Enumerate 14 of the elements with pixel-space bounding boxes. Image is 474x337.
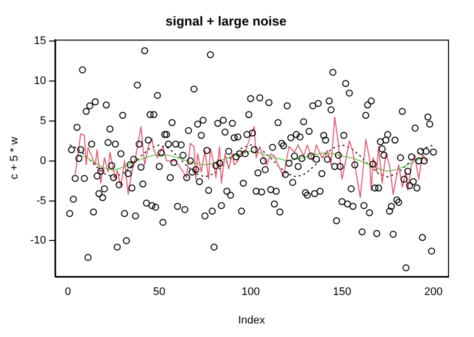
y-tick-label: -5 xyxy=(36,194,46,207)
y-axis-title: c + 5 * w xyxy=(8,136,21,180)
chart-title: signal + large noise xyxy=(165,13,287,28)
x-tick-label: 150 xyxy=(332,286,352,298)
y-tick-label: 15 xyxy=(34,35,46,48)
x-tick-label: 200 xyxy=(424,286,443,298)
y-tick-label: 10 xyxy=(34,75,46,88)
x-tick-label: 100 xyxy=(241,286,260,298)
x-tick-label: 0 xyxy=(64,286,71,298)
y-tick-label: 5 xyxy=(40,115,46,128)
x-tick-label: 50 xyxy=(153,286,166,298)
x-axis-title: Index xyxy=(238,314,266,326)
y-tick-label: -10 xyxy=(30,234,46,247)
y-tick-label: 0 xyxy=(40,154,46,167)
